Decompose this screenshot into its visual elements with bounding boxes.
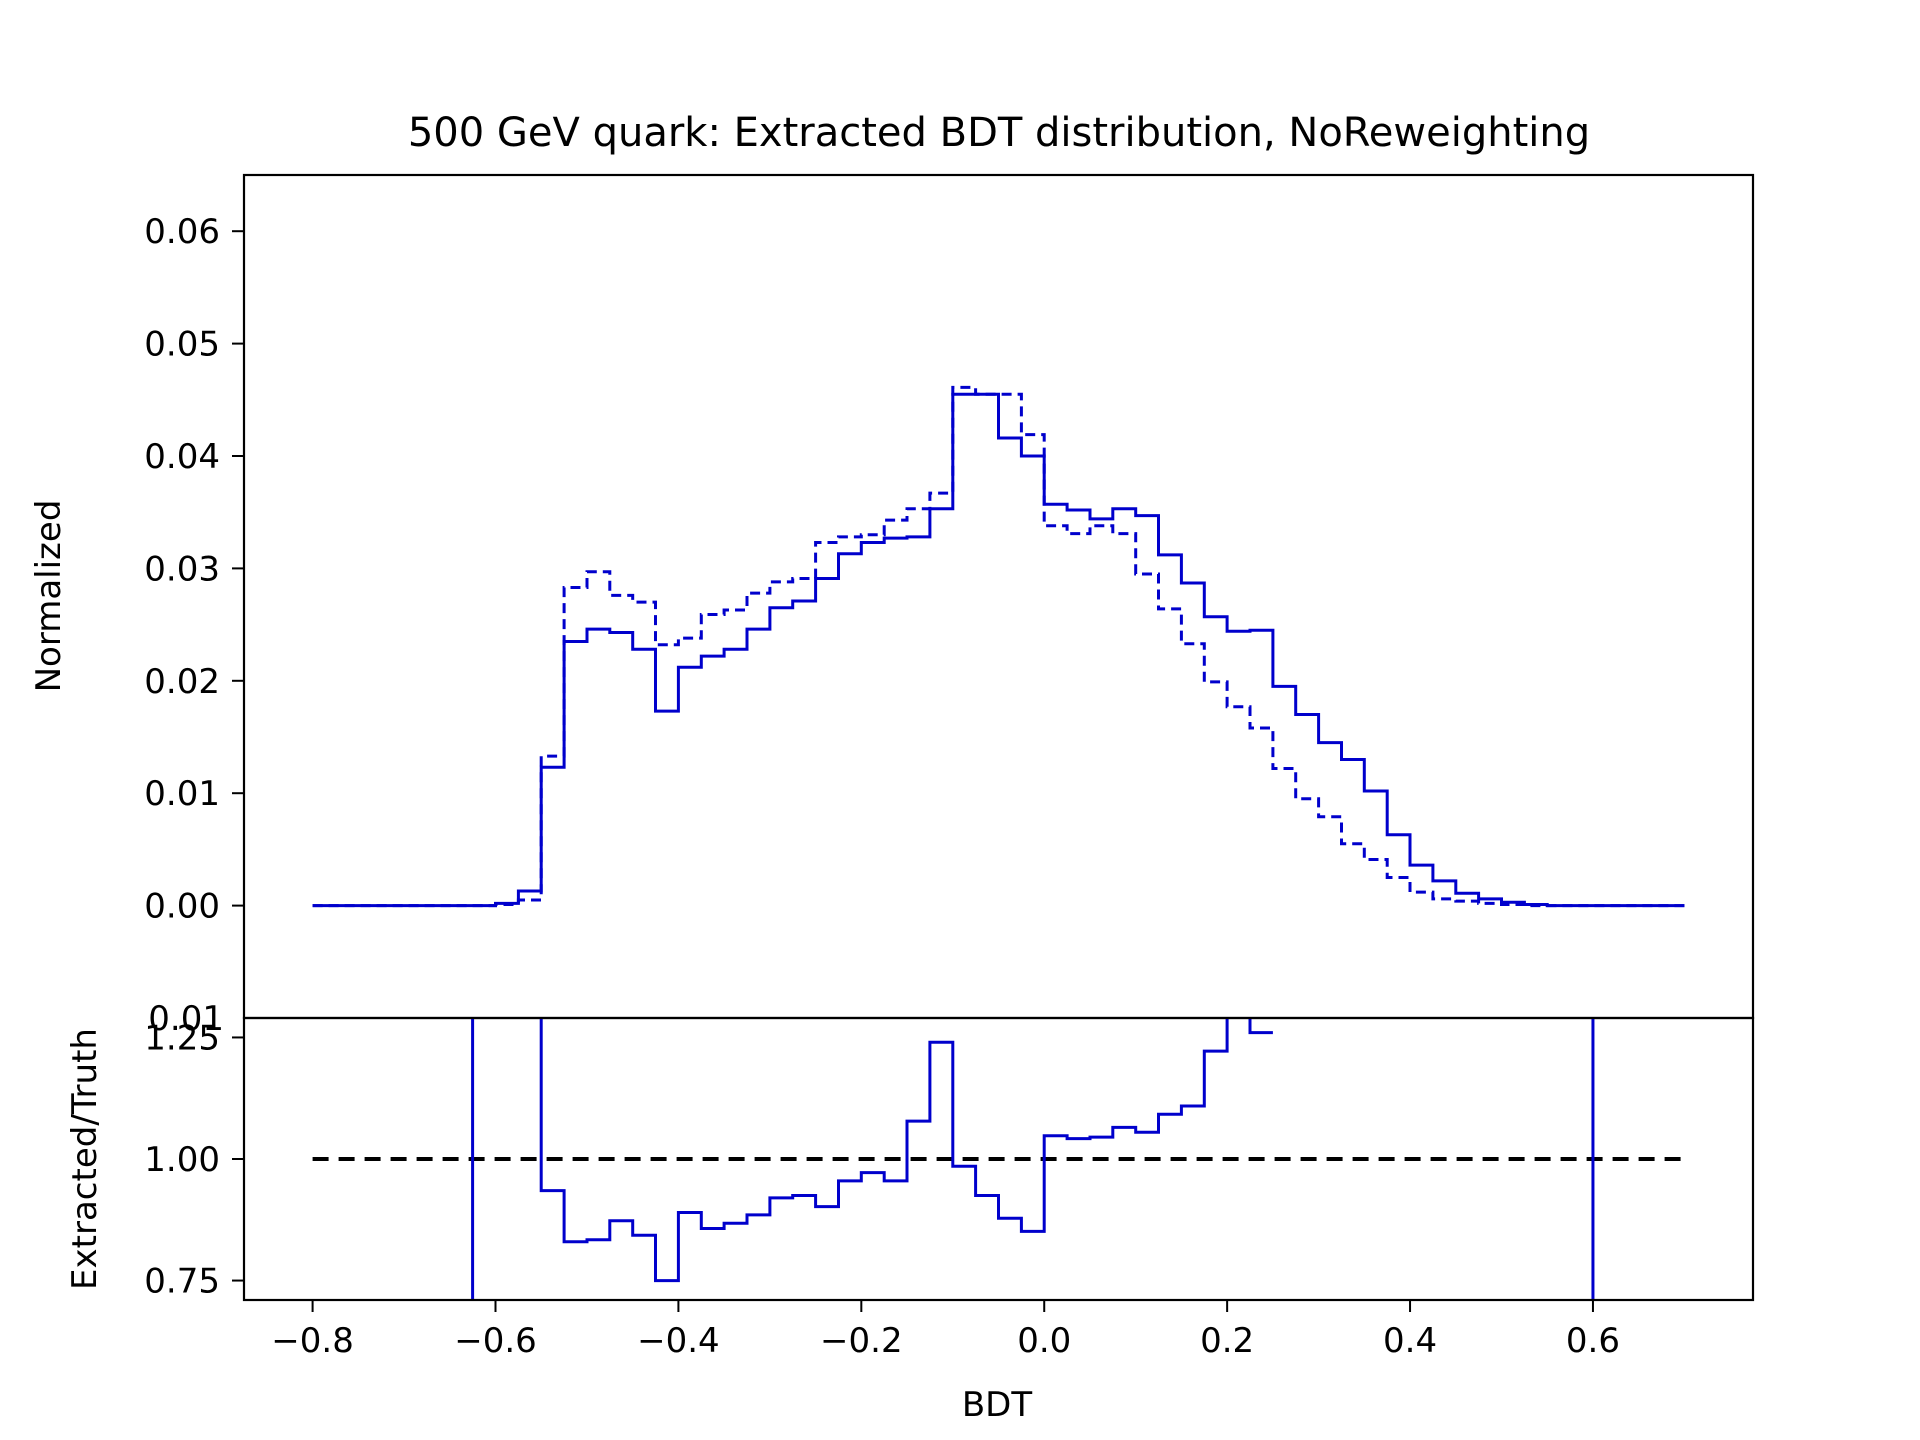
ratio-y-axis-label: Extracted/Truth [65,1028,105,1290]
y-tick-label: 0.03 [144,549,220,589]
y-tick-label: 0.04 [144,437,220,477]
x-axis-label: BDT [962,1385,1033,1425]
ratio-line [471,1018,1273,1300]
ratio-series-group [312,1018,1685,1300]
y-tick-label: 0.00 [144,887,220,927]
x-tick-label: 0.0 [1017,1321,1071,1361]
main-y-ticks: 0.00 0.01 0.02 0.03 0.04 0.05 0.06 [144,212,244,927]
ratio-y-tick-label: 0.75 [144,1262,220,1302]
ratio-y-tick-label: 1.25 [144,1018,220,1058]
ratio-y-ticks: 0.75 1.00 1.25 [144,1018,244,1302]
ratio-plot-frame [242,1016,1755,1302]
chart-title: 500 GeV quark: Extracted BDT distributio… [408,110,1590,156]
x-tick-label: −0.6 [454,1321,537,1361]
x-tick-label: 0.4 [1383,1321,1437,1361]
x-tick-label: −0.2 [820,1321,903,1361]
main-panel: 0.00 0.01 0.02 0.03 0.04 0.05 0.06 Normalized [29,173,1755,1020]
series-line-dashed [312,385,1685,908]
x-tick-label: −0.8 [271,1321,354,1361]
main-y-axis-label: Normalized [29,500,69,693]
x-tick-label: 0.6 [1566,1321,1620,1361]
main-series-group [312,385,1685,908]
x-tick-label: 0.2 [1200,1321,1254,1361]
ratio-y-tick-label: 1.00 [144,1140,220,1180]
series-line-solid [312,392,1685,908]
y-tick-label: 0.06 [144,212,220,252]
main-plot-frame [242,173,1755,1020]
y-tick-label: 0.05 [144,325,220,365]
y-tick-label: 0.01 [144,774,220,814]
y-tick-label: 0.02 [144,662,220,702]
main-bottom-tick-label: 0.01 [148,999,224,1039]
ratio-x-ticks: −0.8 −0.6 −0.4 −0.2 0.0 0.2 0.4 0.6 [271,1300,1620,1361]
x-tick-label: −0.4 [637,1321,720,1361]
ratio-panel: 0.75 1.00 1.25 −0.8 −0.6 −0.4 −0.2 0.0 0.2 0.4 0.… [65,999,1755,1425]
